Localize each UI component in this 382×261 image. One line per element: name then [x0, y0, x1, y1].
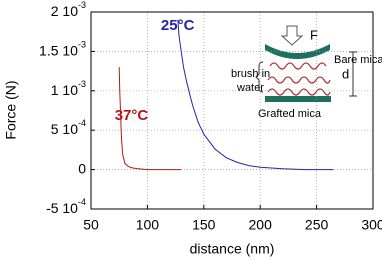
x-tick-label: 150 [192, 217, 216, 233]
force-label: F [310, 27, 318, 42]
x-tick-label: 200 [249, 217, 273, 233]
y-tick-label-exponent: -3 [78, 0, 86, 10]
y-tick-label-exponent: -4 [78, 197, 86, 207]
y-tick-label-exponent: -3 [78, 40, 86, 50]
y-axis-label: Force (N) [3, 80, 19, 139]
y-tick-label-exponent: -3 [78, 79, 86, 89]
x-tick-label: 300 [361, 217, 382, 233]
y-tick-label-exponent: -4 [78, 119, 86, 129]
x-axis-label: distance (nm) [190, 241, 275, 257]
grafted-mica [265, 96, 331, 102]
y-tick-label: -5 10-4 [46, 197, 86, 215]
series-label: 25°C [161, 17, 195, 34]
bottom-label: Grafted mica [258, 108, 322, 120]
y-tick-label: 1 10-3 [51, 79, 86, 97]
x-tick-label: 50 [83, 217, 99, 233]
y-tick-label: 2 10-3 [51, 0, 86, 18]
middle-label: water [236, 82, 264, 94]
y-tick-label-base: 1.5 10 [39, 42, 78, 58]
bare-mica [265, 44, 330, 59]
series-label: 37°C [115, 107, 149, 124]
x-tick-label: 100 [136, 217, 160, 233]
gap-marker [349, 51, 357, 97]
polymer-brush [267, 62, 331, 96]
force-arrow [280, 25, 304, 46]
data-line [118, 67, 182, 171]
y-tick-label: 1.5 10-3 [39, 40, 86, 58]
y-tick-label-base: 2 10 [51, 3, 78, 19]
y-tick-label: 5 10-4 [51, 119, 86, 137]
y-tick-label: 0 [78, 160, 86, 176]
inset-diagram: F Bare mica brush in water d Grafted mic… [231, 25, 382, 120]
middle-label: brush in [231, 68, 270, 80]
y-tick-label-base: -5 10 [46, 200, 78, 216]
gap-label: d [342, 66, 349, 81]
data-line [177, 19, 334, 171]
x-tick-label: 250 [305, 217, 329, 233]
y-tick-label-base: 1 10 [51, 82, 78, 98]
y-tick-label-base: 5 10 [51, 121, 78, 137]
top-label: Bare mica [334, 54, 382, 66]
brace [255, 61, 264, 93]
plot-frame [90, 11, 374, 210]
